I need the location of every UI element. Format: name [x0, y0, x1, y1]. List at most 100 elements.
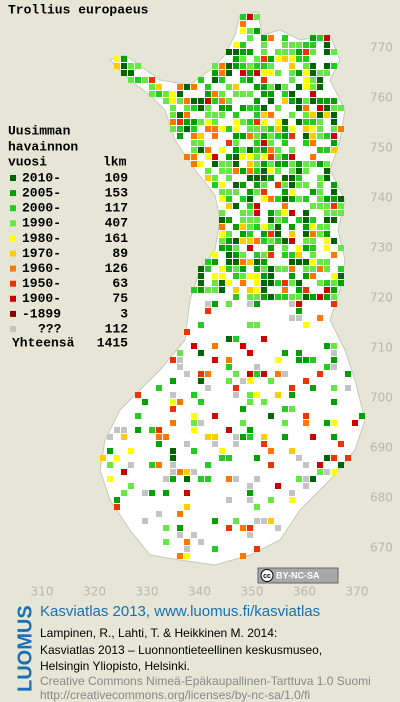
occurrence-square — [254, 56, 260, 62]
occurrence-square — [149, 427, 155, 433]
occurrence-square — [282, 154, 288, 160]
occurrence-square — [289, 280, 295, 286]
occurrence-square — [268, 413, 274, 419]
legend-swatch — [10, 250, 16, 257]
y-coordinate-label: 730 — [370, 241, 393, 255]
occurrence-square — [114, 504, 120, 510]
occurrence-square — [226, 231, 232, 237]
occurrence-square — [261, 287, 267, 293]
occurrence-square — [303, 42, 309, 48]
occurrence-square — [240, 168, 246, 174]
occurrence-square — [261, 91, 267, 97]
occurrence-square — [191, 84, 197, 90]
occurrence-square — [338, 196, 344, 202]
occurrence-square — [247, 434, 253, 440]
occurrence-square — [247, 532, 253, 538]
occurrence-square — [303, 266, 309, 272]
occurrence-square — [170, 105, 176, 111]
occurrence-square — [282, 35, 288, 41]
occurrence-square — [156, 84, 162, 90]
legend-count: 109 — [105, 170, 129, 185]
occurrence-square — [289, 147, 295, 153]
occurrence-square — [254, 217, 260, 223]
occurrence-square — [317, 294, 323, 300]
occurrence-square — [331, 273, 337, 279]
occurrence-square — [184, 371, 190, 377]
occurrence-square — [317, 462, 323, 468]
y-coordinate-label: 700 — [370, 391, 393, 405]
occurrence-square — [247, 210, 253, 216]
occurrence-square — [310, 385, 316, 391]
occurrence-square — [240, 154, 246, 160]
occurrence-square — [254, 14, 260, 20]
legend-count-header: lkm — [103, 154, 127, 169]
occurrence-square — [198, 133, 204, 139]
occurrence-square — [240, 210, 246, 216]
occurrence-square — [310, 77, 316, 83]
occurrence-square — [219, 182, 225, 188]
occurrence-square — [275, 294, 281, 300]
occurrence-square — [198, 371, 204, 377]
occurrence-square — [296, 105, 302, 111]
occurrence-square — [198, 420, 204, 426]
occurrence-square — [233, 238, 239, 244]
occurrence-square — [303, 84, 309, 90]
occurrence-square — [107, 434, 113, 440]
occurrence-square — [317, 126, 323, 132]
occurrence-square — [170, 378, 176, 384]
occurrence-square — [275, 147, 281, 153]
occurrence-square — [317, 77, 323, 83]
occurrence-square — [205, 434, 211, 440]
occurrence-square — [247, 105, 253, 111]
occurrence-square — [219, 70, 225, 76]
occurrence-square — [247, 231, 253, 237]
occurrence-square — [233, 182, 239, 188]
legend-swatch — [10, 205, 16, 212]
occurrence-square — [240, 70, 246, 76]
occurrence-square — [324, 161, 330, 167]
occurrence-square — [275, 231, 281, 237]
x-coordinate-label: 310 — [31, 585, 54, 599]
occurrence-square — [275, 133, 281, 139]
occurrence-square — [163, 434, 169, 440]
occurrence-square — [177, 133, 183, 139]
occurrence-square — [289, 259, 295, 265]
occurrence-square — [310, 91, 316, 97]
occurrence-square — [198, 140, 204, 146]
occurrence-square — [177, 525, 183, 531]
occurrence-square — [170, 91, 176, 97]
occurrence-square — [261, 119, 267, 125]
legend-count: 161 — [105, 231, 129, 246]
occurrence-square — [191, 105, 197, 111]
occurrence-square — [149, 490, 155, 496]
occurrence-square — [240, 63, 246, 69]
legend-count: 117 — [105, 201, 128, 216]
legend-count: 63 — [112, 276, 128, 291]
occurrence-square — [233, 259, 239, 265]
occurrence-square — [317, 259, 323, 265]
occurrence-square — [212, 119, 218, 125]
legend-count: 3 — [120, 306, 128, 321]
occurrence-square — [107, 462, 113, 468]
occurrence-square — [338, 441, 344, 447]
occurrence-square — [268, 112, 274, 118]
occurrence-square — [303, 231, 309, 237]
occurrence-square — [107, 476, 113, 482]
occurrence-square — [121, 490, 127, 496]
occurrence-square — [275, 224, 281, 230]
occurrence-square — [310, 238, 316, 244]
occurrence-square — [268, 154, 274, 160]
occurrence-square — [261, 63, 267, 69]
occurrence-square — [324, 238, 330, 244]
occurrence-square — [331, 238, 337, 244]
occurrence-square — [198, 119, 204, 125]
occurrence-square — [240, 21, 246, 27]
occurrence-square — [275, 105, 281, 111]
occurrence-square — [247, 399, 253, 405]
headline: Kasviatlas 2013, www.luomus.fi/kasviatla… — [40, 603, 320, 620]
occurrence-square — [233, 49, 239, 55]
occurrence-square — [226, 497, 232, 503]
occurrence-square — [282, 91, 288, 97]
occurrence-square — [254, 147, 260, 153]
legend-label: 1960- — [22, 261, 61, 276]
